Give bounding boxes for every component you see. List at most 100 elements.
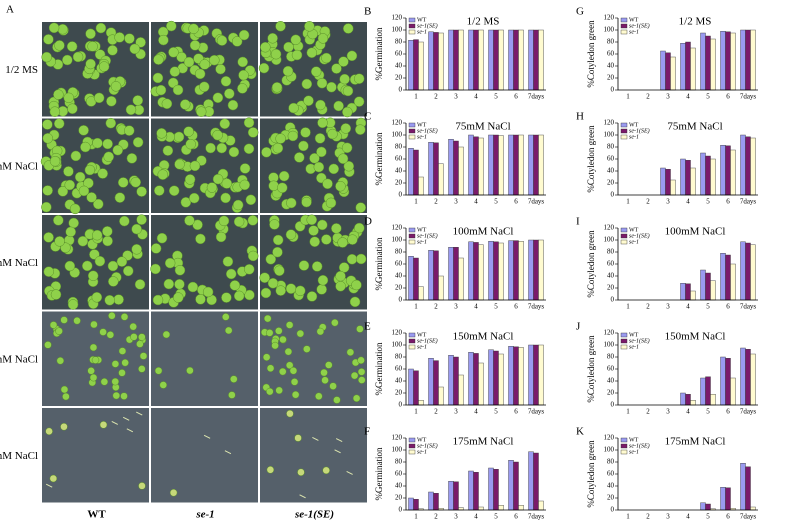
seedling [216, 35, 228, 46]
seedling [136, 340, 144, 348]
x-tick-label: 4 [474, 198, 478, 206]
seedling [222, 313, 230, 321]
y-tick-label: 20 [607, 494, 615, 502]
row-label: 150mM NaCl [0, 353, 38, 365]
seedling [233, 216, 245, 227]
bar [685, 159, 691, 196]
bar [473, 472, 479, 511]
x-tick-label: 5 [494, 303, 498, 311]
seedling [62, 54, 73, 66]
x-tick-label: 2 [646, 198, 650, 206]
seedling [353, 73, 365, 84]
y-axis-label: %Germination [374, 447, 384, 500]
seedling [183, 56, 195, 68]
legend-swatch [408, 332, 416, 338]
bar [710, 158, 716, 196]
x-tick-label: 2 [434, 303, 438, 311]
y-tick-label: 0 [399, 191, 403, 199]
bar [700, 152, 706, 196]
bar [680, 43, 686, 91]
seedling [187, 281, 199, 293]
bar [710, 394, 716, 406]
legend-swatch [620, 17, 628, 23]
seedling [189, 40, 201, 51]
seedling [268, 180, 279, 192]
y-tick-label: 60 [607, 155, 615, 163]
bar [433, 360, 439, 406]
seedling [269, 219, 280, 230]
seedling [272, 142, 284, 154]
y-tick-label: 60 [607, 260, 615, 268]
x-tick-label: 7days [740, 93, 757, 101]
y-axis-label: %Cotyledon green [586, 440, 596, 508]
bar [438, 275, 444, 301]
x-tick-label: 1 [626, 408, 630, 416]
y-tick-label: 40 [607, 377, 615, 385]
seedling [321, 376, 329, 384]
seedling [347, 234, 358, 245]
y-axis-label: %Germination [374, 27, 384, 80]
seedling [161, 98, 173, 110]
bar [518, 29, 524, 91]
seedling [123, 265, 134, 277]
seedling [122, 416, 130, 421]
bar [665, 168, 671, 196]
seedling [195, 294, 206, 305]
x-tick-label: 7days [740, 513, 757, 521]
row-label: 175mM NaCl [0, 450, 38, 462]
bar [413, 499, 419, 511]
x-tick-label: 7days [740, 408, 757, 416]
legend-swatch [620, 332, 628, 338]
x-tick-label: 6 [514, 303, 518, 311]
bar [408, 368, 414, 406]
bar [528, 239, 534, 301]
seedling [358, 376, 366, 384]
seedling [321, 52, 332, 64]
seedling [152, 294, 164, 306]
seedling [334, 449, 341, 454]
x-tick-label: 7days [528, 93, 545, 101]
legend-swatch [620, 338, 628, 344]
x-tick-label: 4 [686, 303, 690, 311]
x-tick-label: 3 [666, 303, 670, 311]
y-tick-label: 0 [611, 401, 615, 409]
seedling [202, 286, 214, 298]
axes [405, 333, 546, 406]
y-tick-label: 20 [607, 284, 615, 292]
bar [508, 134, 514, 196]
x-tick-label: 7days [528, 303, 545, 311]
seedling [168, 47, 179, 58]
x-tick-label: 7days [740, 303, 757, 311]
axes [405, 438, 546, 511]
legend-label: se-1 [417, 134, 427, 140]
y-tick-label: 120 [604, 329, 615, 337]
bar [528, 451, 534, 511]
bar [488, 240, 494, 301]
seedling [162, 330, 171, 339]
bar [513, 346, 519, 406]
chart-title: 75mM NaCl [455, 121, 510, 133]
seedling [343, 160, 355, 172]
seedling [56, 357, 65, 365]
seedling [220, 76, 232, 87]
axes [405, 228, 546, 301]
bar [690, 47, 696, 91]
legend-swatch [620, 344, 628, 350]
y-tick-label: 0 [611, 296, 615, 304]
seedling [243, 117, 255, 128]
bar [478, 362, 484, 406]
x-tick-label: 7days [528, 513, 545, 521]
seedling [275, 386, 283, 395]
seedling [346, 253, 358, 265]
photo-cell [151, 408, 258, 503]
seedling [129, 43, 140, 55]
seedling [290, 378, 299, 386]
seedling [64, 179, 76, 191]
seedling [45, 427, 53, 436]
x-tick-label: 6 [514, 198, 518, 206]
seedling [172, 84, 184, 96]
seedling [271, 341, 279, 350]
seedling [304, 21, 315, 32]
seedling [185, 138, 196, 150]
bar [720, 144, 726, 196]
